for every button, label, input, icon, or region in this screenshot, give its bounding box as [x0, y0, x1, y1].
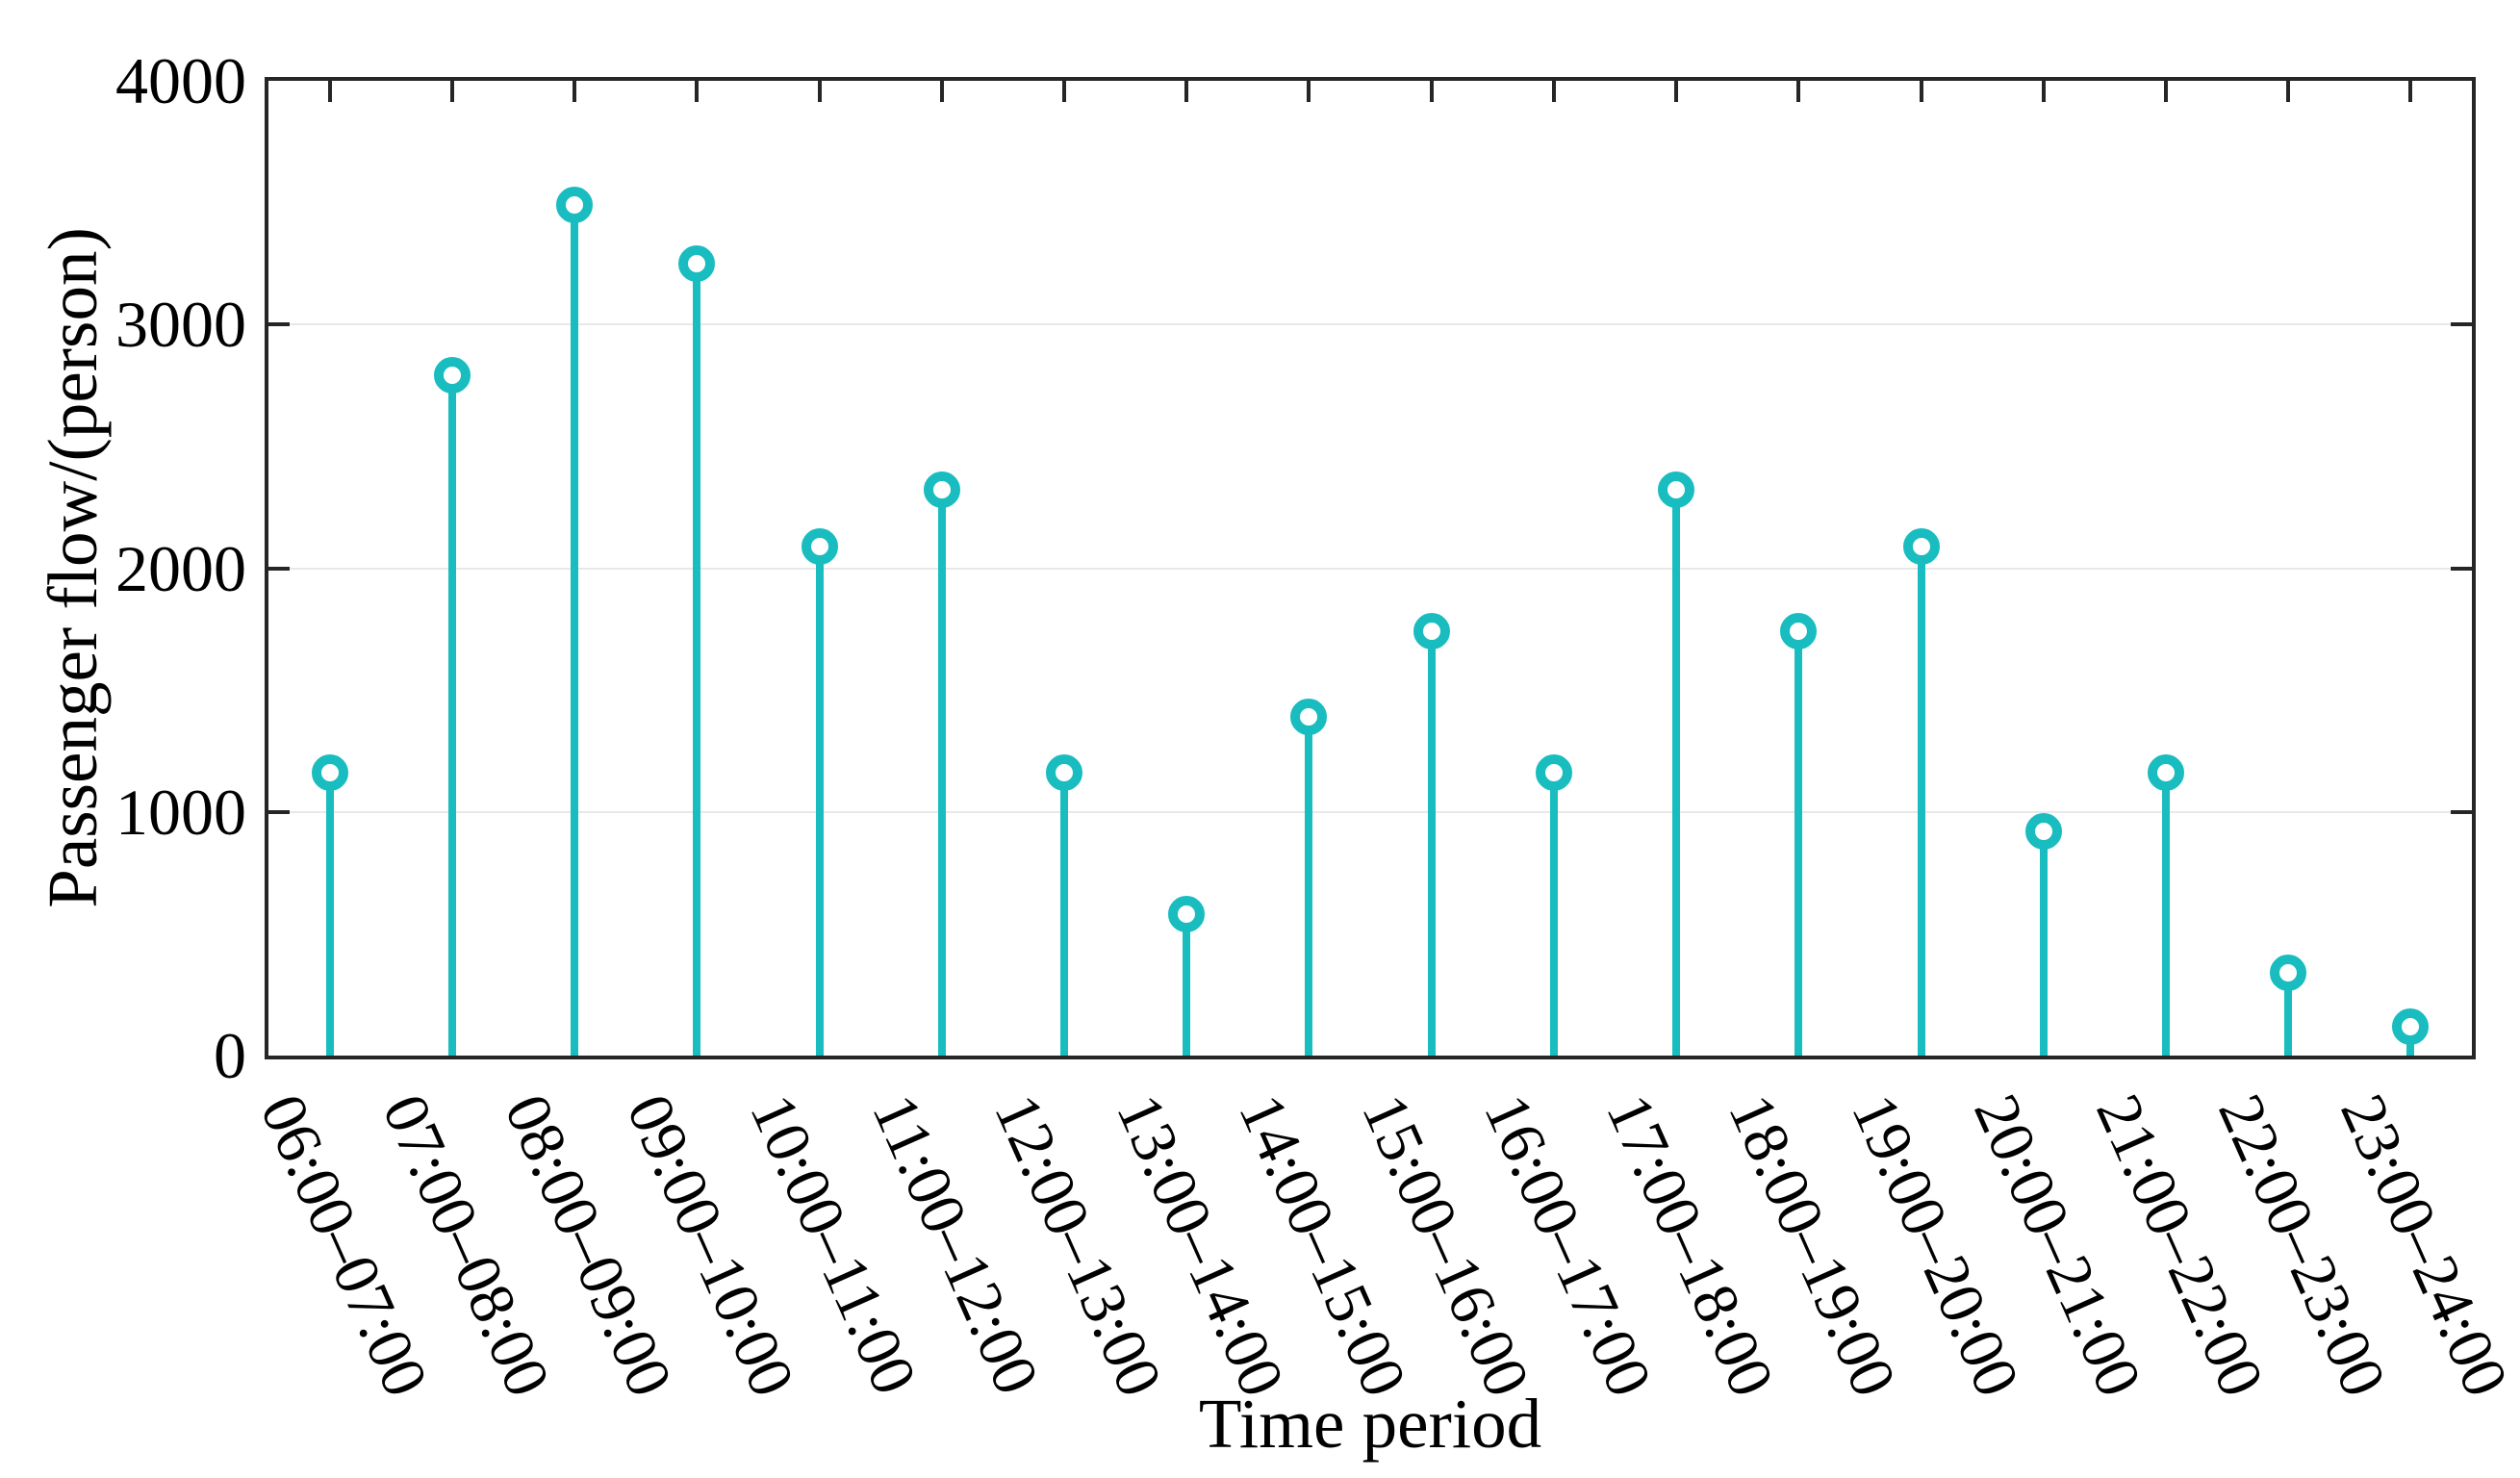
x-axis-tick [1796, 81, 1801, 102]
stem-marker [2392, 1007, 2430, 1045]
stem-marker [923, 471, 960, 509]
stem-marker [678, 244, 716, 282]
y-tick-label: 3000 [115, 288, 246, 362]
x-axis-tick [2163, 81, 2168, 102]
stem [2161, 773, 2170, 1056]
stem [1917, 546, 1925, 1056]
y-tick-label: 4000 [115, 44, 246, 117]
stem-marker [2270, 954, 2307, 991]
stem-marker [433, 357, 471, 395]
y-tick-label: 0 [214, 1019, 246, 1092]
y-axis-tick [268, 809, 290, 814]
x-axis-tick [2286, 81, 2291, 102]
stem [1305, 716, 1313, 1056]
stem-marker [1168, 896, 1206, 933]
stem [937, 490, 946, 1056]
x-axis-tick [327, 81, 332, 102]
stem [1427, 631, 1436, 1056]
stem [447, 375, 456, 1056]
stem [1549, 773, 1558, 1056]
x-axis-tick [1919, 81, 1923, 102]
stem-marker [2024, 813, 2062, 850]
stem-marker [1902, 527, 1940, 565]
stem-marker [311, 754, 348, 792]
stem [2039, 831, 2048, 1056]
y-axis-tick [268, 566, 290, 571]
x-axis-tick [1184, 81, 1189, 102]
stem-marker [2147, 754, 2184, 792]
x-axis-tick [2041, 81, 2046, 102]
y-gridline [268, 567, 2472, 570]
stem [815, 546, 824, 1056]
y-axis-tick [2451, 809, 2472, 814]
stem-marker [1413, 613, 1450, 650]
x-axis-tick [1551, 81, 1556, 102]
x-axis-tick [1061, 81, 1066, 102]
x-axis-tick [939, 81, 944, 102]
y-axis-tick [268, 322, 290, 327]
x-axis-tick [1429, 81, 1434, 102]
x-axis-tick [817, 81, 822, 102]
x-axis-tick [1674, 81, 1679, 102]
y-gridline [268, 323, 2472, 326]
plot-area [265, 77, 2476, 1059]
stem [1672, 490, 1681, 1056]
stem-marker [1658, 471, 1695, 509]
stem-marker [801, 527, 838, 565]
stem [1183, 914, 1191, 1056]
stem-marker [1780, 613, 1818, 650]
stem-marker [1290, 698, 1328, 735]
stem [325, 773, 334, 1056]
x-axis-tick [1307, 81, 1311, 102]
stem [571, 205, 579, 1056]
y-gridline [268, 810, 2472, 813]
stem [2284, 972, 2293, 1056]
stem [1059, 773, 1068, 1056]
y-tick-label: 1000 [115, 775, 246, 849]
stem-marker [1535, 754, 1572, 792]
y-axis-tick [2451, 566, 2472, 571]
stem-marker [1045, 754, 1082, 792]
x-axis-tick [2408, 81, 2413, 102]
x-axis-tick [573, 81, 577, 102]
stem [1795, 631, 1803, 1056]
x-axis-label: Time period [1198, 1385, 1542, 1463]
x-axis-tick [695, 81, 700, 102]
x-axis-tick [449, 81, 454, 102]
stem-marker [556, 187, 594, 224]
y-axis-tick [2451, 322, 2472, 327]
stem [693, 263, 701, 1056]
y-tick-label: 2000 [115, 531, 246, 605]
